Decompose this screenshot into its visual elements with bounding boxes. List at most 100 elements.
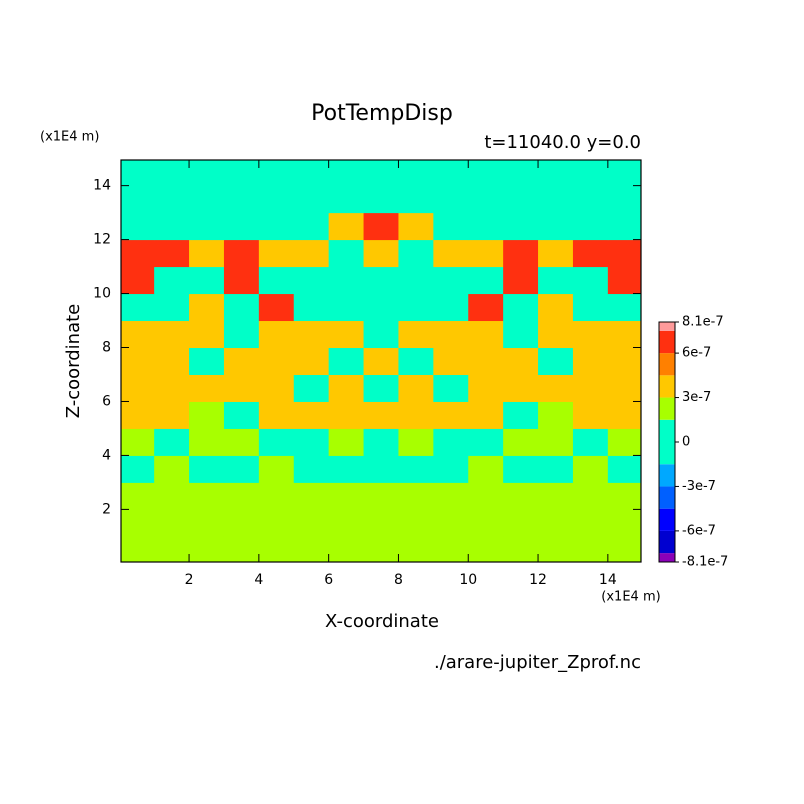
contour-cell: [328, 160, 365, 187]
contour-cell: [223, 401, 260, 429]
contour-field: [121, 160, 642, 563]
subtitle: t=11040.0 y=0.0: [484, 132, 641, 153]
contour-cell: [363, 185, 399, 214]
contour-cell: [121, 185, 155, 214]
y-tick-label: 10: [93, 286, 111, 302]
y-axis-label: Z-coordinate: [63, 304, 84, 419]
contour-cell: [154, 185, 190, 214]
contour-cell: [607, 293, 642, 322]
contour-cell: [258, 293, 295, 322]
contour-cell: [468, 185, 504, 214]
contour-cell: [363, 347, 399, 375]
contour-cell: [363, 401, 399, 429]
contour-cell: [258, 536, 295, 563]
contour-cell: [328, 428, 365, 456]
x-tick-label: 4: [254, 572, 263, 588]
contour-cell: [398, 455, 434, 483]
contour-cell: [223, 185, 260, 214]
x-tick-label: 2: [185, 572, 194, 588]
contour-cell: [154, 347, 190, 375]
colorbar-tick-label: 8.1e-7: [682, 315, 724, 330]
contour-cell: [154, 320, 190, 349]
contour-cell: [363, 374, 399, 402]
contour-cell: [293, 239, 330, 268]
contour-cell: [363, 482, 399, 510]
contour-cell: [433, 509, 469, 537]
contour-cell: [154, 212, 190, 241]
contour-cell: [121, 401, 155, 429]
contour-cell: [572, 374, 609, 402]
contour-cell: [607, 320, 642, 349]
contour-cell: [293, 212, 330, 241]
contour-cell: [154, 455, 190, 483]
contour-cell: [363, 320, 399, 349]
contour-cell: [398, 185, 434, 214]
contour-cell: [189, 212, 225, 241]
y-unit: (x1E4 m): [40, 130, 99, 145]
contour-cell: [154, 266, 190, 295]
contour-cell: [293, 428, 330, 456]
y-tick-label: 4: [102, 447, 111, 463]
contour-cell: [258, 509, 295, 537]
contour-cell: [433, 428, 469, 456]
contour-cell: [223, 482, 260, 510]
contour-cell: [538, 293, 574, 322]
contour-cell: [121, 455, 155, 483]
contour-cell: [189, 428, 225, 456]
contour-cell: [189, 347, 225, 375]
contour-cell: [433, 455, 469, 483]
contour-cell: [189, 536, 225, 563]
contour-cell: [121, 374, 155, 402]
contour-cell: [121, 347, 155, 375]
contour-cell: [258, 428, 295, 456]
contour-cell: [258, 239, 295, 268]
contour-cell: [328, 212, 365, 241]
contour-cell: [503, 293, 539, 322]
contour-cell: [328, 347, 365, 375]
contour-cell: [572, 455, 609, 483]
contour-cell: [503, 239, 539, 268]
contour-cell: [607, 347, 642, 375]
contour-cell: [258, 212, 295, 241]
contour-cell: [154, 239, 190, 268]
contour-cell: [503, 185, 539, 214]
contour-cell: [121, 320, 155, 349]
contour-cell: [607, 536, 642, 563]
contour-cell: [572, 320, 609, 349]
contour-cell: [503, 320, 539, 349]
contour-cell: [468, 266, 504, 295]
contour-cell: [363, 428, 399, 456]
contour-cell: [398, 401, 434, 429]
contour-cell: [328, 536, 365, 563]
contour-cell: [189, 320, 225, 349]
contour-cell: [154, 536, 190, 563]
contour-cell: [468, 536, 504, 563]
contour-cell: [223, 428, 260, 456]
colorbar-band: [659, 397, 675, 420]
colorbar-band: [659, 330, 675, 354]
contour-cell: [572, 347, 609, 375]
contour-cell: [223, 160, 260, 187]
contour-cell: [538, 374, 574, 402]
contour-cell: [258, 374, 295, 402]
contour-cell: [189, 509, 225, 537]
contour-cell: [468, 374, 504, 402]
contour-cell: [503, 455, 539, 483]
contour-cell: [572, 482, 609, 510]
colorbar-band: [659, 486, 675, 509]
contour-cell: [503, 160, 539, 187]
contour-cell: [293, 266, 330, 295]
contour-cell: [433, 482, 469, 510]
contour-cell: [607, 239, 642, 268]
colorbar-band: [659, 464, 675, 487]
contour-cell: [121, 536, 155, 563]
contour-cell: [258, 401, 295, 429]
contour-cell: [538, 160, 574, 187]
contour-cell: [503, 374, 539, 402]
contour-cell: [433, 401, 469, 429]
contour-cell: [223, 239, 260, 268]
contour-cell: [223, 509, 260, 537]
contour-cell: [363, 160, 399, 187]
contour-cell: [468, 455, 504, 483]
contour-cell: [468, 212, 504, 241]
